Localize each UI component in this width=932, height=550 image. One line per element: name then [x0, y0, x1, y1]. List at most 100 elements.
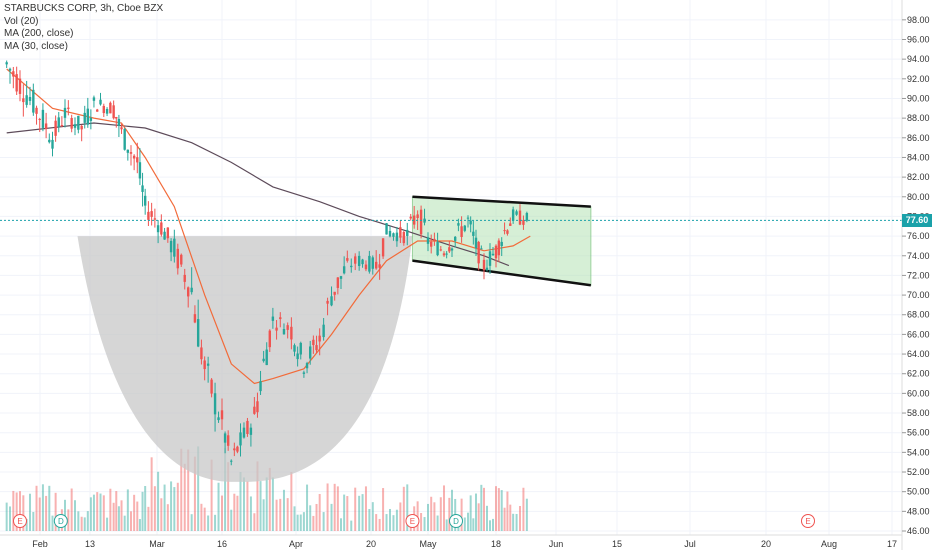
candle-body [488, 251, 492, 266]
candle-body [32, 89, 35, 113]
volume-bar [217, 482, 220, 531]
y-tick-label: 68.00 [907, 310, 930, 320]
ma200-line [6, 122, 510, 267]
candle-body [469, 220, 472, 225]
y-tick-label: 56.00 [907, 428, 930, 438]
candle-body [318, 335, 321, 342]
volume-bar [469, 495, 472, 531]
volume-bar [242, 477, 245, 531]
candle-body [419, 209, 423, 235]
volume-bar [29, 493, 31, 531]
candle-body [426, 237, 430, 244]
candle-body [330, 296, 333, 306]
candle-body [129, 152, 133, 154]
y-tick-label: 58.00 [907, 408, 930, 418]
volume-bar [306, 484, 309, 531]
volume-bar [512, 513, 515, 531]
candle-body [220, 410, 224, 420]
candle-body [77, 115, 80, 130]
candle-body [368, 255, 371, 272]
volume-bar [350, 520, 353, 531]
candle-body [109, 102, 112, 114]
candle-body [371, 257, 374, 269]
volume-bar [249, 496, 252, 531]
volume-bar [180, 448, 183, 531]
volume-bar [460, 498, 463, 531]
candle-body [126, 149, 130, 153]
candle-body [402, 231, 406, 244]
volume-bar [15, 492, 18, 531]
dividend-marker-icon [53, 514, 68, 528]
candle-body [305, 363, 309, 369]
candle-body [223, 433, 227, 443]
volume-bar [92, 494, 95, 531]
candle-body [226, 435, 230, 446]
earnings-marker-icon [801, 514, 815, 528]
candle-body [494, 245, 498, 259]
volume-bar [183, 463, 186, 531]
volume-bar [253, 513, 256, 531]
candle-body [12, 71, 15, 77]
candle-body [275, 327, 278, 331]
volume-bar [315, 503, 318, 531]
volume-bar [133, 494, 136, 531]
candle-body [132, 155, 136, 159]
volume-bar [32, 511, 35, 531]
volume-bar [302, 512, 305, 531]
event-marker-label: D [453, 517, 459, 526]
volume-bar [309, 505, 312, 531]
volume-bar [150, 457, 153, 531]
y-tick-label: 94.00 [907, 54, 930, 64]
candle-body [282, 328, 286, 335]
legend-ma30[interactable]: MA (30, close) [4, 40, 68, 52]
volume-bar [503, 507, 506, 531]
legend-title[interactable]: STARBUCKS CORP, 3h, Cboe BZX [4, 3, 164, 14]
candle-body [525, 212, 529, 221]
channel-bottom-line [412, 259, 592, 287]
volume-bar [67, 509, 70, 531]
volume-bar [326, 483, 329, 531]
candle-body [253, 406, 256, 414]
candle-body [350, 265, 353, 268]
candle-body [173, 238, 176, 257]
volume-bar [74, 500, 76, 531]
candle-body [442, 253, 446, 256]
volume-bar [340, 518, 342, 531]
candle-body [15, 74, 18, 92]
earnings-marker-icon [405, 514, 420, 528]
volume-bar [163, 484, 166, 531]
candlesticks [5, 60, 529, 466]
volume-bar [256, 461, 259, 531]
volume-bar [265, 477, 268, 531]
volume-bar [290, 471, 293, 531]
candle-body [92, 97, 96, 101]
volume-bar [433, 502, 436, 531]
volume-bar [492, 518, 494, 531]
volume-bar [346, 496, 349, 531]
volume-bar [279, 498, 282, 531]
y-tick-label: 46.00 [907, 526, 930, 536]
candle-body [256, 401, 259, 413]
y-tick-label: 98.00 [907, 15, 930, 25]
volume-bar [153, 486, 156, 531]
candle-body [342, 266, 346, 274]
volume-bar [77, 511, 80, 531]
y-tick-label: 52.00 [907, 467, 930, 477]
candle-body [322, 324, 325, 338]
y-tick-label: 74.00 [907, 251, 930, 261]
earnings-marker-icon [13, 514, 27, 528]
candle-body [463, 225, 466, 231]
candle-body [18, 78, 22, 94]
volume-bar [262, 499, 265, 531]
volume-bar [392, 515, 395, 531]
candle-body [326, 300, 329, 304]
volume-bar [402, 486, 405, 531]
volume-bar [296, 514, 299, 531]
volume-bar [38, 497, 41, 531]
legend-ma200[interactable]: MA (200, close) [4, 28, 74, 39]
legend-vol[interactable]: Vol (20) [4, 15, 39, 27]
volume-bar [160, 498, 163, 531]
candle-body [35, 107, 38, 114]
candle-body [117, 118, 121, 126]
